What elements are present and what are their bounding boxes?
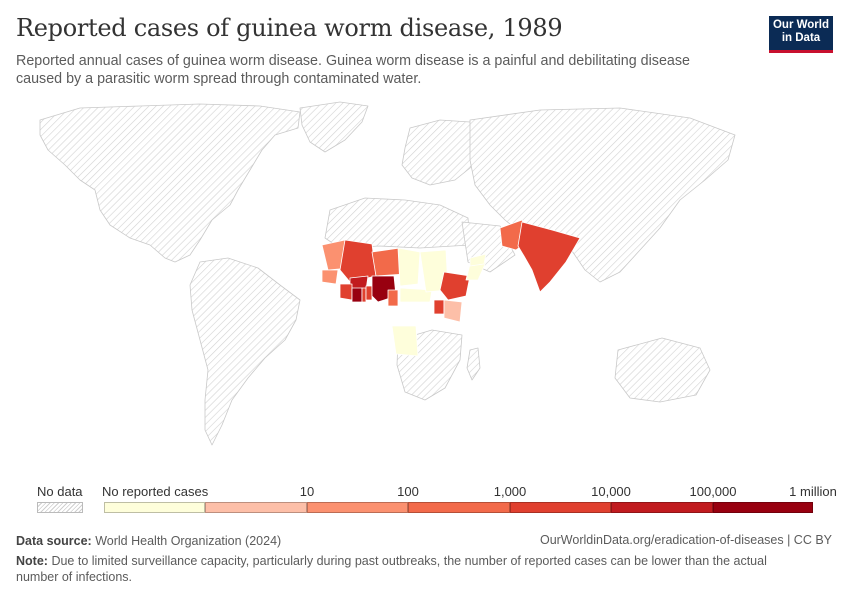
region-mali xyxy=(339,239,377,283)
data-source-text: World Health Organization (2024) xyxy=(95,534,282,548)
region-yemen xyxy=(469,253,487,267)
map-legend: No data No reported cases 10 100 1,000 1… xyxy=(0,480,850,520)
region-india xyxy=(517,221,581,293)
region-angola xyxy=(391,325,419,357)
legend-bin-4[interactable] xyxy=(510,502,611,513)
greenland-landmass xyxy=(299,101,369,153)
region-chad xyxy=(397,247,421,287)
south-america-landmass xyxy=(189,257,301,446)
region-benin xyxy=(365,285,373,301)
region-ghana xyxy=(351,287,363,303)
legend-bin-6[interactable] xyxy=(713,502,813,513)
legend-tick-100: 100 xyxy=(397,484,419,499)
legend-no-data-swatch xyxy=(37,502,83,513)
footnote: Note: Due to limited surveillance capaci… xyxy=(16,553,806,585)
region-central-african-republic xyxy=(399,287,433,303)
region-uganda xyxy=(433,299,445,315)
region-cote-divoire xyxy=(339,283,353,301)
legend-bin-0[interactable] xyxy=(104,502,205,513)
legend-tick-1-million: 1 million xyxy=(789,484,837,499)
note-label: Note: xyxy=(16,554,48,568)
europe-landmass xyxy=(401,119,491,186)
chart-subtitle: Reported annual cases of guinea worm dis… xyxy=(16,53,690,87)
region-cameroon xyxy=(387,289,399,307)
chart-title: Reported cases of guinea worm disease, 1… xyxy=(16,14,563,42)
note-text: Due to limited surveillance capacity, pa… xyxy=(16,554,767,584)
legend-tick-10000: 10,000 xyxy=(591,484,631,499)
legend-bin-5[interactable] xyxy=(611,502,713,513)
owid-logo[interactable]: Our World in Data xyxy=(769,16,833,53)
legend-no-cases-label: No reported cases xyxy=(102,484,209,499)
region-togo xyxy=(361,287,367,303)
madagascar-landmass xyxy=(466,347,481,381)
legend-tick-1000: 1,000 xyxy=(493,484,527,499)
data-source-label: Data source: xyxy=(16,534,92,548)
asia-landmass xyxy=(469,107,736,283)
world-map[interactable] xyxy=(0,95,850,470)
north-america-landmass xyxy=(39,103,301,263)
legend-bin-1[interactable] xyxy=(205,502,307,513)
source-url-link[interactable]: OurWorldinData.org/eradication-of-diseas… xyxy=(539,533,832,547)
region-ethiopia xyxy=(439,271,471,301)
data-source: Data source: World Health Organization (… xyxy=(16,533,281,549)
region-senegal xyxy=(321,269,339,285)
australia-landmass xyxy=(614,337,711,403)
region-kenya xyxy=(443,299,463,323)
logo-line-1: Our World xyxy=(772,19,829,31)
legend-tick-100000: 100,000 xyxy=(689,484,737,499)
legend-no-data-label: No data xyxy=(37,484,83,499)
legend-tick-10: 10 xyxy=(299,484,315,499)
legend-bin-3[interactable] xyxy=(408,502,510,513)
legend-bin-2[interactable] xyxy=(307,502,408,513)
logo-line-2: in Data xyxy=(781,32,821,44)
